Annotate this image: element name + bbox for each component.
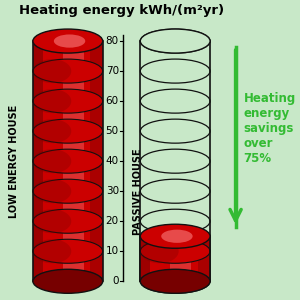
Polygon shape [140, 236, 150, 281]
Polygon shape [91, 41, 103, 281]
Ellipse shape [140, 224, 210, 248]
Ellipse shape [140, 269, 210, 293]
Ellipse shape [33, 59, 71, 83]
Text: 70: 70 [106, 66, 119, 76]
Ellipse shape [33, 269, 103, 293]
Ellipse shape [140, 179, 210, 203]
Text: 30: 30 [106, 186, 119, 196]
Ellipse shape [33, 179, 71, 203]
Text: 80: 80 [106, 36, 119, 46]
Ellipse shape [33, 239, 71, 263]
Ellipse shape [33, 89, 71, 113]
Polygon shape [170, 236, 191, 281]
Ellipse shape [33, 179, 103, 203]
Ellipse shape [33, 209, 103, 233]
Text: 50: 50 [106, 126, 119, 136]
Ellipse shape [33, 239, 103, 263]
Ellipse shape [140, 119, 210, 143]
Text: 40: 40 [106, 156, 119, 166]
Text: 60: 60 [106, 96, 119, 106]
Ellipse shape [33, 59, 103, 83]
Ellipse shape [140, 59, 210, 83]
Ellipse shape [140, 239, 210, 263]
Ellipse shape [140, 89, 210, 113]
Ellipse shape [33, 149, 71, 173]
Text: PASSIVE HOUSE: PASSIVE HOUSE [133, 148, 142, 235]
Ellipse shape [33, 89, 103, 113]
Ellipse shape [140, 209, 210, 233]
Polygon shape [33, 41, 103, 281]
Text: 0: 0 [112, 276, 119, 286]
Ellipse shape [33, 149, 103, 173]
Polygon shape [63, 41, 83, 281]
Polygon shape [140, 236, 210, 281]
Ellipse shape [140, 29, 210, 53]
Ellipse shape [33, 119, 103, 143]
Polygon shape [33, 41, 43, 281]
Text: 10: 10 [106, 246, 119, 256]
Ellipse shape [33, 29, 103, 53]
Ellipse shape [140, 239, 179, 263]
Ellipse shape [33, 119, 71, 143]
Ellipse shape [140, 29, 210, 53]
Ellipse shape [140, 269, 210, 293]
Ellipse shape [140, 149, 210, 173]
Text: LOW ENERGY HOUSE: LOW ENERGY HOUSE [9, 105, 19, 218]
Ellipse shape [54, 34, 85, 48]
Polygon shape [198, 236, 210, 281]
Text: Heating
energy
savings
over
75%: Heating energy savings over 75% [244, 92, 296, 165]
Text: 20: 20 [106, 216, 119, 226]
Ellipse shape [161, 230, 193, 243]
Ellipse shape [33, 209, 71, 233]
Text: Heating energy kWh/(m²yr): Heating energy kWh/(m²yr) [19, 4, 224, 17]
Ellipse shape [140, 239, 210, 263]
